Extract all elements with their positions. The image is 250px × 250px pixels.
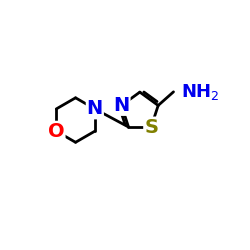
Text: N: N — [87, 100, 103, 118]
Text: O: O — [48, 122, 64, 141]
Text: NH$_2$: NH$_2$ — [181, 82, 220, 102]
Text: S: S — [144, 118, 158, 137]
Text: N: N — [113, 96, 130, 115]
